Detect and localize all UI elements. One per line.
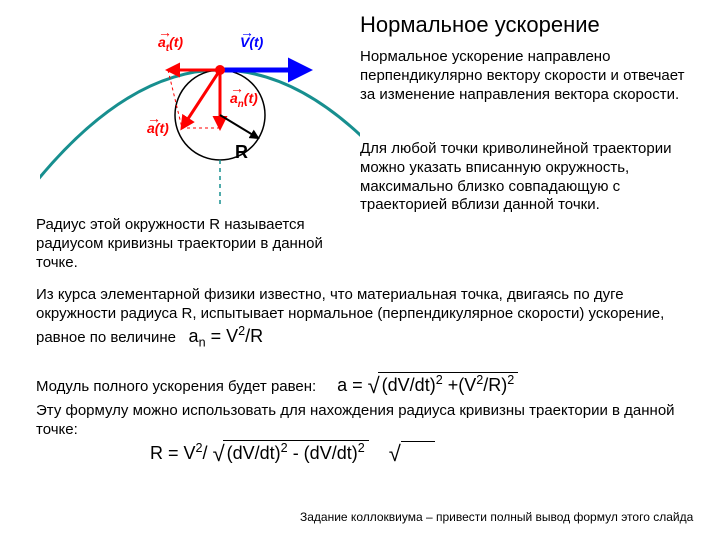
formula-a: a = √(dV/dt)2 +(V2/R)2 [337,375,518,395]
radius-vector [220,115,258,138]
footer-note: Задание коллоквиума – привести полный вы… [300,510,693,524]
label-an: →an(t) [230,90,258,110]
material-point [215,65,225,75]
label-v: →V(t) [240,34,263,50]
paragraph-4: Из курса элементарной физики известно, ч… [36,286,696,351]
diagram-svg [40,30,360,230]
diagram: →at(t) →V(t) →an(t) →a(t) R [40,30,360,230]
label-at: →at(t) [158,34,183,54]
total-accel-vector [182,70,220,128]
paragraph-5-text: Модуль полного ускорения будет равен: [36,378,316,395]
paragraph-6: Эту формулу можно использовать для нахож… [36,402,696,440]
label-R: R [235,142,248,163]
paragraph-2: Для любой точки криволинейной траектории… [360,140,700,215]
paragraph-5: Модуль полного ускорения будет равен: a … [36,370,696,398]
page-title: Нормальное ускорение [360,12,600,38]
label-a: →a(t) [147,120,169,136]
paragraph-4-text: Из курса элементарной физики известно, ч… [36,286,664,346]
formula-an: an = V2/R [189,326,264,346]
trajectory-curve [40,70,360,230]
formula-R: R = V2/ √(dV/dt)2 - (dV/dt)2 √ [150,438,435,466]
paragraph-1: Нормальное ускорение направлено перпенди… [360,48,700,104]
